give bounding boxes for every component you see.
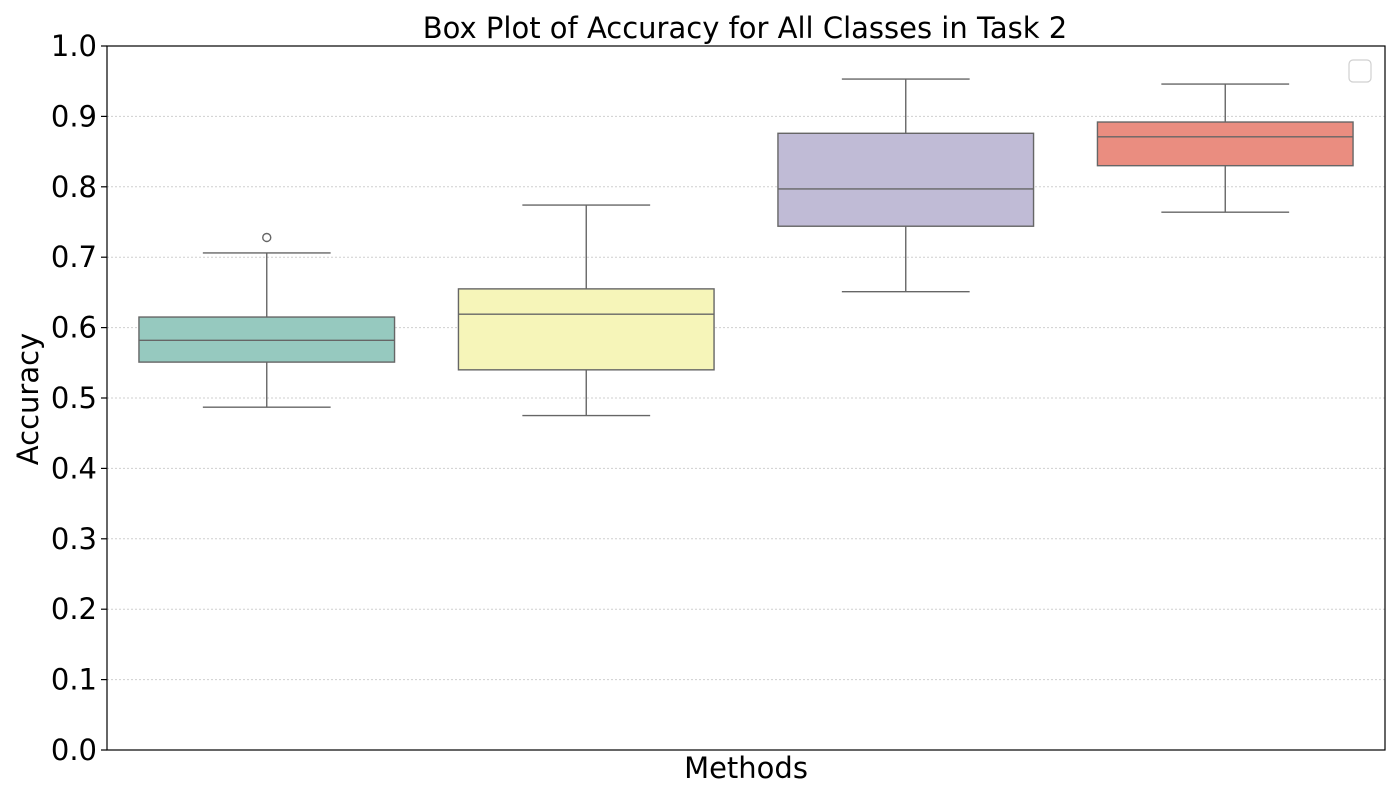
y-tick-label: 0.2 <box>51 592 97 626</box>
box-group <box>1096 83 1354 213</box>
legend-box <box>1348 59 1372 83</box>
boxes <box>138 78 1354 417</box>
y-tick-label: 0.4 <box>51 451 97 485</box>
x-axis-label: Methods <box>684 751 808 785</box>
box-group <box>138 232 396 408</box>
box-group <box>457 204 715 417</box>
box-iqr <box>138 316 396 363</box>
y-tick-label: 0.8 <box>51 170 97 204</box>
y-tick-label: 0.0 <box>51 733 97 767</box>
y-tick-label: 0.1 <box>51 663 97 697</box>
box-iqr <box>1096 121 1354 167</box>
y-axis-label: Accuracy <box>11 333 45 465</box>
y-tick-label: 0.7 <box>51 240 97 274</box>
y-tick-labels: 0.0 0.1 0.2 0.3 0.4 0.5 0.6 0.7 0.8 0.9 1.0 <box>51 29 107 767</box>
y-tick-label: 0.5 <box>51 381 97 415</box>
y-tick-label: 0.3 <box>51 522 97 556</box>
plot-area-frame <box>106 45 1386 751</box>
chart-title: Box Plot of Accuracy for All Classes in … <box>423 11 1067 45</box>
outlier-point <box>262 232 272 243</box>
box-iqr <box>777 132 1035 227</box>
y-tick-label: 1.0 <box>51 29 97 63</box>
y-tick-label: 0.6 <box>51 311 97 345</box>
box-group <box>777 78 1035 293</box>
box-iqr <box>457 288 715 371</box>
y-tick-label: 0.9 <box>51 99 97 133</box>
